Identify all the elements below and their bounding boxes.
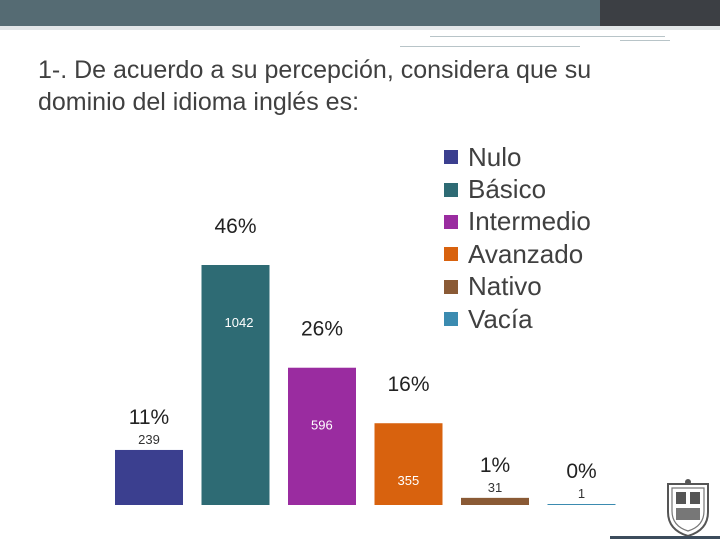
legend-label: Nulo [468,141,522,172]
bar-percent-label-avanzado: 16% [387,373,429,396]
bar-value-label-vacia: 1 [578,486,585,501]
bar-value-label-intermedio: 596 [311,418,333,433]
bar-percent-label-basico: 46% [214,215,256,238]
slide-header-rule [0,26,720,30]
legend-label: Vacía [468,303,533,334]
legend-label: Básico [468,174,547,205]
slide-footer-rule [610,536,720,539]
legend-label: Avanzado [468,238,584,269]
decorative-line [430,36,665,37]
legend-label: Nativo [468,271,542,302]
legend-item-vacia: Vacía [444,303,591,335]
university-seal-icon [667,479,709,538]
legend-label: Intermedio [468,206,591,237]
bar-vacia [547,504,616,505]
legend-swatch [444,182,458,197]
legend-item-intermedio: Intermedio [444,206,591,238]
page-title: 1-. De acuerdo a su percepción, consider… [38,56,592,116]
bar-percent-label-nativo: 1% [480,454,510,477]
bar-value-label-nulo: 239 [138,432,160,447]
decorative-line [400,46,580,47]
bar-percent-label-vacia: 0% [566,460,596,483]
decorative-line [620,40,670,41]
bar-nulo [115,449,183,505]
legend-item-nulo: Nulo [444,141,591,173]
legend-swatch [444,279,458,294]
legend-item-nativo: Nativo [444,271,591,303]
bar-percent-label-intermedio: 26% [301,318,343,341]
legend-swatch [444,150,458,165]
legend-swatch [444,312,458,327]
bar-percent-label-nulo: 11% [129,406,169,429]
slide-header-bar-dark [600,0,720,26]
legend-item-basico: Básico [444,173,591,205]
bar-value-label-avanzado: 355 [398,473,420,488]
legend-swatch [444,214,458,229]
bar-value-label-nativo: 31 [488,480,502,495]
bar-intermedio [288,367,356,505]
bar-value-label-basico: 1042 [225,315,254,330]
legend-item-avanzado: Avanzado [444,238,591,270]
legend-swatch [444,247,458,262]
chart-legend: Nulo Básico Intermedio Avanzado Nativo Vacía [444,141,591,335]
bar-avanzado [374,423,443,505]
bar-basico [201,265,270,505]
bar-nativo [461,497,529,505]
